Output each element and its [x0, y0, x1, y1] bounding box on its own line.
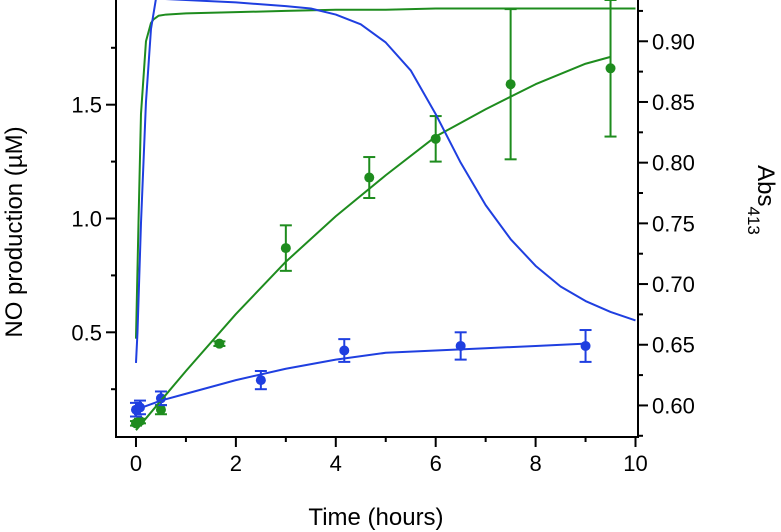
y-axis-left-label: NO production (µM) [1, 126, 28, 337]
y-axis-right-label-main: Abs [752, 165, 779, 206]
tick-label: 1.0 [71, 207, 102, 232]
fit-curve [135, 55, 611, 431]
tick-label: 0.75 [652, 211, 695, 236]
y-axis-right-label-subscript: 413 [744, 206, 763, 234]
data-point [605, 63, 616, 74]
data-point [214, 338, 225, 349]
tick-label: 0.85 [652, 90, 695, 115]
tick-label: 0 [130, 451, 142, 476]
fit-curve [135, 342, 586, 411]
tick-label: 1.5 [71, 93, 102, 118]
tick-label: 0.80 [652, 151, 695, 176]
tick-label: 0.70 [652, 272, 695, 297]
tick-label: 0.65 [652, 333, 695, 358]
x-axis-label: Time (hours) [308, 504, 443, 531]
tick-label: 6 [430, 451, 442, 476]
tick-label: 4 [330, 451, 342, 476]
tick-label: 0.60 [652, 393, 695, 418]
data-point [505, 79, 516, 90]
data-point [155, 404, 166, 415]
tick-label: 0.5 [71, 320, 102, 345]
data-point [430, 133, 441, 144]
data-point [339, 345, 350, 356]
y-axis-right-label: Abs413 [744, 165, 779, 235]
data-point [580, 340, 591, 351]
plot-area [129, 0, 636, 431]
data-point [364, 172, 375, 183]
svg-text:Abs413: Abs413 [744, 165, 779, 235]
absorbance-trace [134, 7, 636, 339]
tick-label: 10 [623, 451, 647, 476]
data-point [255, 375, 266, 386]
tick-label: 2 [230, 451, 242, 476]
tick-label: 8 [529, 451, 541, 476]
absorbance-trace [134, 0, 636, 363]
axes: 0 2 4 6 8 10 0.5 1.0 1.5 0.60 0.65 0.70 0.75 0.80 0.85… [71, 0, 695, 476]
tick-label: 0.90 [652, 29, 695, 54]
data-point [280, 243, 291, 254]
